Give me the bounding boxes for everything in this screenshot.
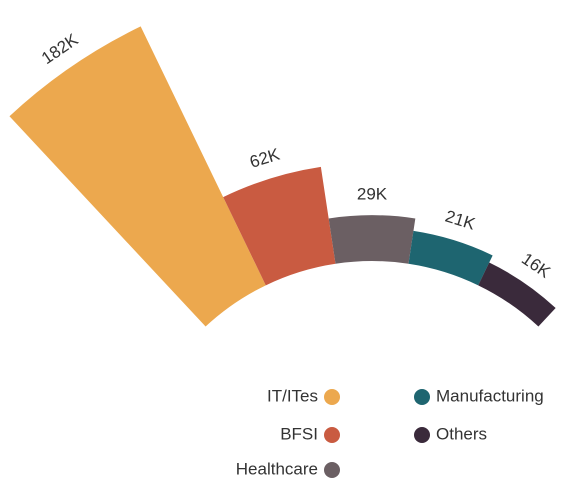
legend-label: IT/ITes [267,386,318,405]
legend-swatch [324,389,340,405]
legend-swatch [414,389,430,405]
legend-label: Others [436,424,487,443]
bar-segment [478,262,556,327]
legend-label: Healthcare [236,459,318,478]
bar-segment [223,166,336,286]
bar-segment [408,230,493,286]
value-label: 16K [518,249,554,282]
value-label: 21K [443,207,478,234]
bar-segment [9,26,266,327]
value-label: 29K [357,185,388,204]
value-label: 62K [247,145,282,172]
legend-swatch [324,462,340,478]
legend-label: Manufacturing [436,386,544,405]
legend-swatch [324,427,340,443]
legend-label: BFSI [280,424,318,443]
bar-segment [328,215,416,264]
legend-swatch [414,427,430,443]
value-label: 182K [38,30,82,68]
